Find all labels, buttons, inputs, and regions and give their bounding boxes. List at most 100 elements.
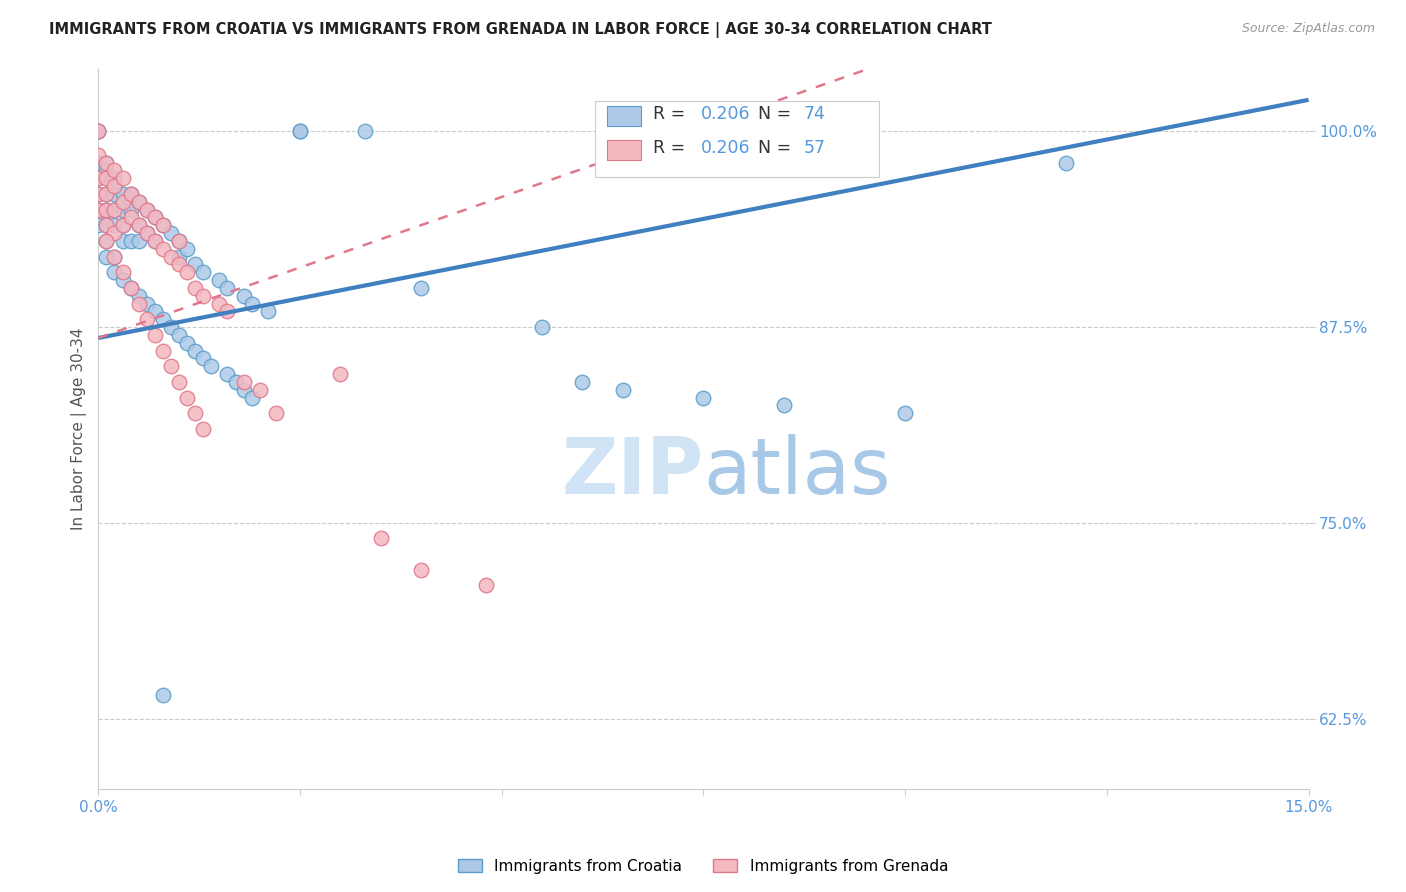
- Text: 74: 74: [804, 105, 825, 123]
- Point: [160, 250, 183, 264]
- Point: [87, 171, 110, 186]
- Y-axis label: In Labor Force | Age 30-34: In Labor Force | Age 30-34: [72, 327, 87, 530]
- Point: [143, 327, 166, 342]
- Point: [152, 343, 174, 358]
- Point: [217, 281, 239, 295]
- Point: [103, 186, 125, 201]
- Point: [128, 218, 150, 232]
- Point: [96, 186, 118, 201]
- Point: [370, 532, 392, 546]
- Text: IMMIGRANTS FROM CROATIA VS IMMIGRANTS FROM GRENADA IN LABOR FORCE | AGE 30-34 CO: IMMIGRANTS FROM CROATIA VS IMMIGRANTS FR…: [49, 22, 993, 38]
- Point: [264, 406, 287, 420]
- Point: [200, 359, 222, 374]
- Point: [103, 163, 125, 178]
- Point: [120, 211, 142, 225]
- Point: [217, 304, 239, 318]
- Point: [409, 281, 432, 295]
- Point: [152, 218, 174, 232]
- Text: 57: 57: [804, 139, 825, 157]
- Point: [111, 265, 134, 279]
- Point: [474, 578, 496, 592]
- Point: [152, 218, 174, 232]
- Point: [87, 186, 110, 201]
- Point: [167, 250, 190, 264]
- Point: [193, 351, 215, 366]
- Point: [103, 179, 125, 194]
- Point: [152, 242, 174, 256]
- Point: [143, 234, 166, 248]
- Point: [103, 265, 125, 279]
- Point: [208, 296, 231, 310]
- Text: ZIP: ZIP: [561, 434, 703, 510]
- Point: [612, 383, 634, 397]
- Point: [87, 171, 110, 186]
- Point: [160, 359, 183, 374]
- FancyBboxPatch shape: [606, 106, 641, 126]
- Point: [135, 226, 157, 240]
- Point: [232, 383, 254, 397]
- Point: [96, 171, 118, 186]
- Point: [176, 242, 198, 256]
- Point: [111, 194, 134, 209]
- Point: [135, 296, 157, 310]
- Point: [176, 265, 198, 279]
- Point: [135, 312, 157, 326]
- Text: R =: R =: [652, 139, 690, 157]
- Point: [1056, 155, 1078, 169]
- Point: [103, 202, 125, 217]
- Point: [103, 202, 125, 217]
- Point: [96, 218, 118, 232]
- Point: [120, 234, 142, 248]
- Point: [87, 124, 110, 138]
- Point: [103, 250, 125, 264]
- Point: [120, 186, 142, 201]
- Point: [288, 124, 311, 138]
- Point: [143, 211, 166, 225]
- Point: [184, 406, 207, 420]
- Point: [96, 202, 118, 217]
- Point: [111, 218, 134, 232]
- Point: [103, 250, 125, 264]
- Point: [111, 218, 134, 232]
- Text: 0.206: 0.206: [702, 139, 751, 157]
- Point: [184, 281, 207, 295]
- Point: [96, 155, 118, 169]
- FancyBboxPatch shape: [595, 101, 879, 177]
- Text: 0.206: 0.206: [702, 105, 751, 123]
- Point: [894, 406, 917, 420]
- Point: [135, 202, 157, 217]
- Point: [409, 563, 432, 577]
- Point: [240, 391, 263, 405]
- Point: [87, 186, 110, 201]
- Point: [103, 218, 125, 232]
- Point: [152, 312, 174, 326]
- Point: [167, 234, 190, 248]
- Point: [208, 273, 231, 287]
- Text: N =: N =: [758, 105, 797, 123]
- Point: [176, 335, 198, 350]
- Point: [128, 234, 150, 248]
- Point: [128, 218, 150, 232]
- Point: [96, 218, 118, 232]
- Point: [531, 320, 554, 334]
- Point: [87, 124, 110, 138]
- Point: [249, 383, 271, 397]
- Point: [193, 422, 215, 436]
- Legend: Immigrants from Croatia, Immigrants from Grenada: Immigrants from Croatia, Immigrants from…: [451, 853, 955, 880]
- Point: [96, 234, 118, 248]
- Point: [87, 155, 110, 169]
- Point: [193, 265, 215, 279]
- Point: [135, 202, 157, 217]
- Point: [96, 155, 118, 169]
- Point: [128, 194, 150, 209]
- Point: [217, 367, 239, 381]
- Point: [240, 296, 263, 310]
- Point: [128, 288, 150, 302]
- Point: [193, 288, 215, 302]
- Point: [167, 234, 190, 248]
- Point: [288, 124, 311, 138]
- Point: [232, 375, 254, 389]
- Point: [135, 226, 157, 240]
- Text: atlas: atlas: [703, 434, 891, 510]
- Point: [111, 273, 134, 287]
